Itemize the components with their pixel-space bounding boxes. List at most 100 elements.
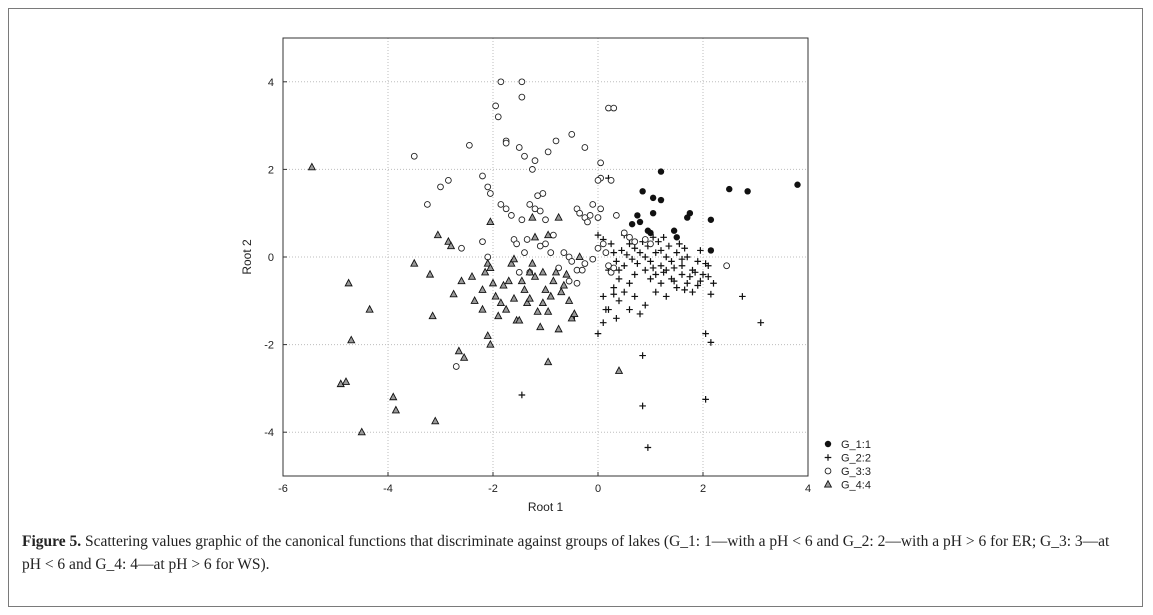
point-g-1-1: [673, 234, 680, 241]
point-g-3-3: [565, 277, 573, 285]
point-g-3-3: [487, 190, 494, 197]
legend-label-4: G_4:4: [841, 480, 871, 492]
point-g-3-3: [610, 104, 618, 112]
point-g-2-2: [610, 290, 618, 298]
point-g-2-2: [676, 240, 683, 248]
point-g-2-2: [694, 282, 702, 289]
point-g-2-2: [631, 271, 639, 278]
point-g-4-4: [567, 313, 576, 322]
point-g-1-1: [726, 185, 733, 193]
point-g-4-4: [480, 267, 490, 276]
point-g-2-2: [757, 319, 765, 326]
y-tick-label: -2: [264, 340, 274, 352]
point-g-2-2: [647, 275, 654, 283]
point-g-2-2: [518, 391, 526, 399]
point-g-3-3: [497, 78, 505, 86]
point-g-4-4: [543, 230, 553, 239]
point-g-4-4: [433, 230, 443, 239]
point-g-1-1: [657, 196, 665, 204]
point-g-3-3: [586, 212, 594, 219]
point-g-3-3: [542, 216, 549, 224]
point-g-4-4: [470, 296, 479, 304]
point-g-2-2: [670, 277, 678, 285]
point-g-2-2: [626, 240, 633, 248]
point-g-3-3: [458, 244, 465, 252]
point-g-3-3: [544, 148, 552, 156]
legend-marker-3: [824, 467, 832, 475]
point-g-2-2: [657, 279, 665, 287]
point-g-3-3: [529, 166, 536, 173]
point-g-3-3: [626, 233, 633, 241]
point-g-3-3: [568, 258, 576, 265]
y-tick-label: 2: [268, 164, 274, 176]
point-g-2-2: [613, 315, 620, 322]
point-g-1-1: [647, 229, 654, 237]
point-g-3-3: [594, 214, 602, 221]
point-g-4-4: [541, 285, 550, 293]
point-g-3-3: [502, 139, 510, 147]
point-g-4-4: [449, 289, 458, 298]
point-g-1-1: [744, 188, 751, 195]
point-g-3-3: [599, 240, 607, 248]
point-g-2-2: [691, 269, 699, 276]
point-g-4-4: [486, 339, 495, 348]
point-g-2-2: [620, 262, 628, 270]
point-g-4-4: [509, 293, 519, 302]
caption-label: Figure 5.: [22, 533, 82, 550]
x-tick-label: 2: [700, 483, 706, 495]
point-g-3-3: [573, 279, 581, 287]
point-g-2-2: [673, 284, 681, 291]
data-points: [307, 78, 801, 451]
point-g-2-2: [618, 247, 625, 254]
grid: [283, 38, 808, 476]
point-g-2-2: [704, 273, 712, 281]
point-g-2-2: [615, 297, 623, 305]
y-tick-label: 0: [268, 252, 274, 264]
point-g-2-2: [623, 251, 631, 259]
point-g-4-4: [410, 258, 419, 267]
point-g-3-3: [560, 249, 568, 256]
point-g-3-3: [647, 240, 654, 248]
point-g-4-4: [389, 392, 398, 401]
point-g-3-3: [578, 266, 586, 274]
point-g-2-2: [626, 279, 633, 287]
point-g-4-4: [562, 269, 571, 278]
point-g-2-2: [683, 279, 691, 287]
point-g-3-3: [410, 152, 418, 160]
point-g-3-3: [610, 264, 618, 272]
point-g-3-3: [641, 236, 649, 243]
point-g-2-2: [599, 319, 607, 326]
point-g-4-4: [478, 285, 487, 293]
point-g-4-4: [494, 311, 503, 320]
point-g-4-4: [564, 296, 574, 304]
point-g-1-1: [684, 214, 691, 221]
point-g-4-4: [530, 271, 540, 280]
point-g-4-4: [507, 258, 516, 267]
plot-area-border: [282, 37, 809, 477]
point-g-1-1: [639, 188, 646, 195]
figure-caption: Figure 5. Scattering values graphic of t…: [22, 530, 1127, 576]
point-g-3-3: [552, 137, 560, 145]
point-g-1-1: [634, 212, 641, 219]
point-g-4-4: [559, 280, 569, 289]
point-g-2-2: [644, 444, 652, 451]
point-g-4-4: [486, 263, 495, 271]
point-g-2-2: [686, 273, 694, 281]
point-g-4-4: [459, 352, 469, 361]
point-g-3-3: [479, 238, 486, 246]
y-tick-label: 4: [268, 77, 274, 89]
point-g-3-3: [539, 190, 547, 197]
point-g-2-2: [615, 266, 623, 274]
point-g-1-1: [707, 247, 715, 254]
point-g-3-3: [581, 260, 589, 267]
point-g-3-3: [547, 249, 555, 256]
point-g-2-2: [594, 231, 602, 239]
x-tick-label: -6: [278, 483, 288, 495]
point-g-3-3: [594, 244, 602, 252]
point-g-2-2: [639, 402, 646, 410]
point-g-2-2: [610, 249, 618, 256]
point-g-4-4: [457, 276, 466, 285]
point-g-4-4: [515, 315, 524, 324]
point-g-2-2: [652, 288, 660, 296]
point-g-4-4: [357, 427, 366, 436]
